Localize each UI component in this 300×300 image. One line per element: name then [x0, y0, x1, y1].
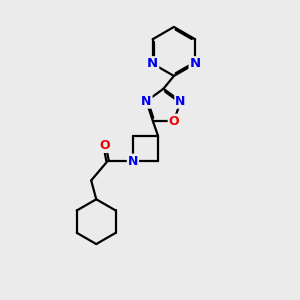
Text: N: N — [175, 95, 186, 108]
Text: N: N — [141, 95, 152, 108]
Text: O: O — [99, 139, 110, 152]
Text: N: N — [190, 57, 201, 70]
Text: O: O — [169, 115, 179, 128]
Text: N: N — [147, 57, 158, 70]
Text: N: N — [128, 154, 138, 167]
